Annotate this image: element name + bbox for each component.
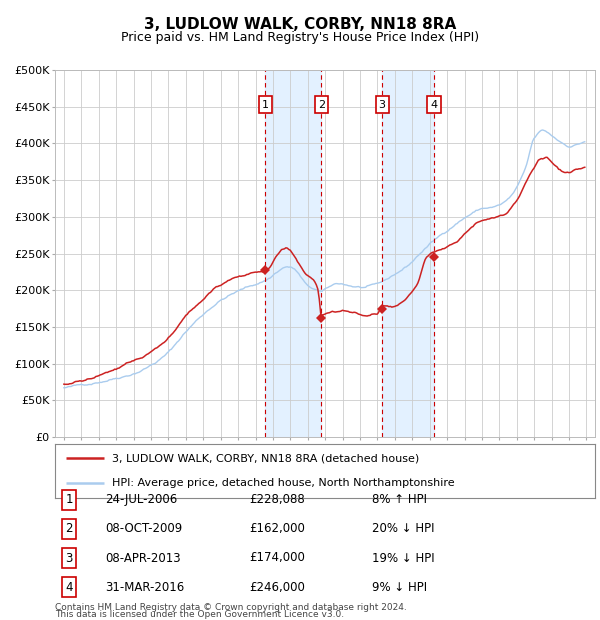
Text: £174,000: £174,000	[249, 552, 305, 564]
Text: 24-JUL-2006: 24-JUL-2006	[105, 494, 177, 506]
Text: 3: 3	[65, 552, 73, 564]
Text: 08-APR-2013: 08-APR-2013	[105, 552, 181, 564]
Bar	[265, 70, 321, 437]
Text: 19% ↓ HPI: 19% ↓ HPI	[372, 552, 434, 564]
Text: 1: 1	[65, 494, 73, 506]
Text: This data is licensed under the Open Government Licence v3.0.: This data is licensed under the Open Gov…	[55, 609, 344, 619]
Text: 20% ↓ HPI: 20% ↓ HPI	[372, 523, 434, 535]
Text: 8% ↑ HPI: 8% ↑ HPI	[372, 494, 427, 506]
Text: 2: 2	[317, 100, 325, 110]
Text: 08-OCT-2009: 08-OCT-2009	[105, 523, 182, 535]
Text: 3, LUDLOW WALK, CORBY, NN18 8RA: 3, LUDLOW WALK, CORBY, NN18 8RA	[144, 17, 456, 32]
Text: 2: 2	[65, 523, 73, 535]
Text: 3, LUDLOW WALK, CORBY, NN18 8RA (detached house): 3, LUDLOW WALK, CORBY, NN18 8RA (detache…	[112, 453, 419, 464]
Text: 3: 3	[379, 100, 386, 110]
Text: 1: 1	[262, 100, 269, 110]
Text: £246,000: £246,000	[249, 581, 305, 593]
Text: 4: 4	[65, 581, 73, 593]
Text: £228,088: £228,088	[249, 494, 305, 506]
Text: 31-MAR-2016: 31-MAR-2016	[105, 581, 184, 593]
Text: Contains HM Land Registry data © Crown copyright and database right 2024.: Contains HM Land Registry data © Crown c…	[55, 603, 407, 612]
Text: HPI: Average price, detached house, North Northamptonshire: HPI: Average price, detached house, Nort…	[112, 478, 455, 489]
Bar	[382, 70, 434, 437]
Text: £162,000: £162,000	[249, 523, 305, 535]
Text: 4: 4	[431, 100, 437, 110]
Text: Price paid vs. HM Land Registry's House Price Index (HPI): Price paid vs. HM Land Registry's House …	[121, 31, 479, 44]
Text: 9% ↓ HPI: 9% ↓ HPI	[372, 581, 427, 593]
